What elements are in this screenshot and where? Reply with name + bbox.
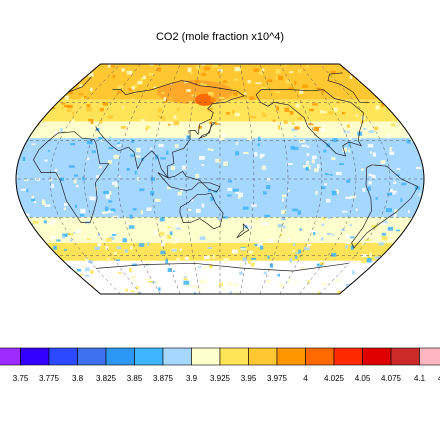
colorbar-label: 4.125 bbox=[438, 374, 440, 383]
colorbar-label: 3.925 bbox=[210, 374, 231, 383]
colorbar-label: 4.075 bbox=[381, 374, 402, 383]
colorbar-swatch bbox=[248, 347, 278, 366]
colorbar-label: 3.75 bbox=[13, 374, 29, 383]
world-map bbox=[15, 63, 425, 295]
colorbar-swatch bbox=[105, 347, 135, 366]
colorbar-label: 3.9 bbox=[186, 374, 198, 383]
colorbar-label: 4.025 bbox=[324, 374, 345, 383]
colorbar-label: 3.975 bbox=[267, 374, 288, 383]
colorbar-swatch bbox=[0, 347, 21, 366]
colorbar-label: 3.8 bbox=[72, 374, 84, 383]
colorbar-swatch bbox=[191, 347, 221, 366]
colorbar-swatch bbox=[77, 347, 107, 366]
colorbar-swatch bbox=[390, 347, 420, 366]
colorbar-label: 3.85 bbox=[127, 374, 143, 383]
colorbar-label: 3.775 bbox=[39, 374, 60, 383]
colorbar-swatch bbox=[419, 347, 440, 366]
map-frame bbox=[15, 63, 425, 295]
colorbar-label: 4 bbox=[303, 374, 308, 383]
map-title: CO2 (mole fraction x10^4) bbox=[155, 31, 285, 43]
colorbar-label: 4.1 bbox=[414, 374, 426, 383]
colorbar-swatch bbox=[362, 347, 392, 366]
colorbar-label: 3.825 bbox=[96, 374, 117, 383]
colorbar-swatch bbox=[276, 347, 306, 366]
colorbar-label: 4.05 bbox=[355, 374, 371, 383]
colorbar: 3.75 3.775 3.8 3.825 3.85 3.875 3.9 3.925 3.95 3.… bbox=[0, 347, 440, 383]
colorbar-swatch bbox=[48, 347, 78, 366]
coastlines bbox=[33, 72, 419, 272]
colorbar-swatch bbox=[20, 347, 50, 366]
colorbar-label: 3.875 bbox=[153, 374, 174, 383]
colorbar-swatch bbox=[162, 347, 192, 366]
colorbar-swatch bbox=[134, 347, 164, 366]
colorbar-swatch bbox=[305, 347, 335, 366]
colorbar-swatch bbox=[219, 347, 249, 366]
colorbar-swatch bbox=[333, 347, 363, 366]
colorbar-label: 3.95 bbox=[241, 374, 257, 383]
